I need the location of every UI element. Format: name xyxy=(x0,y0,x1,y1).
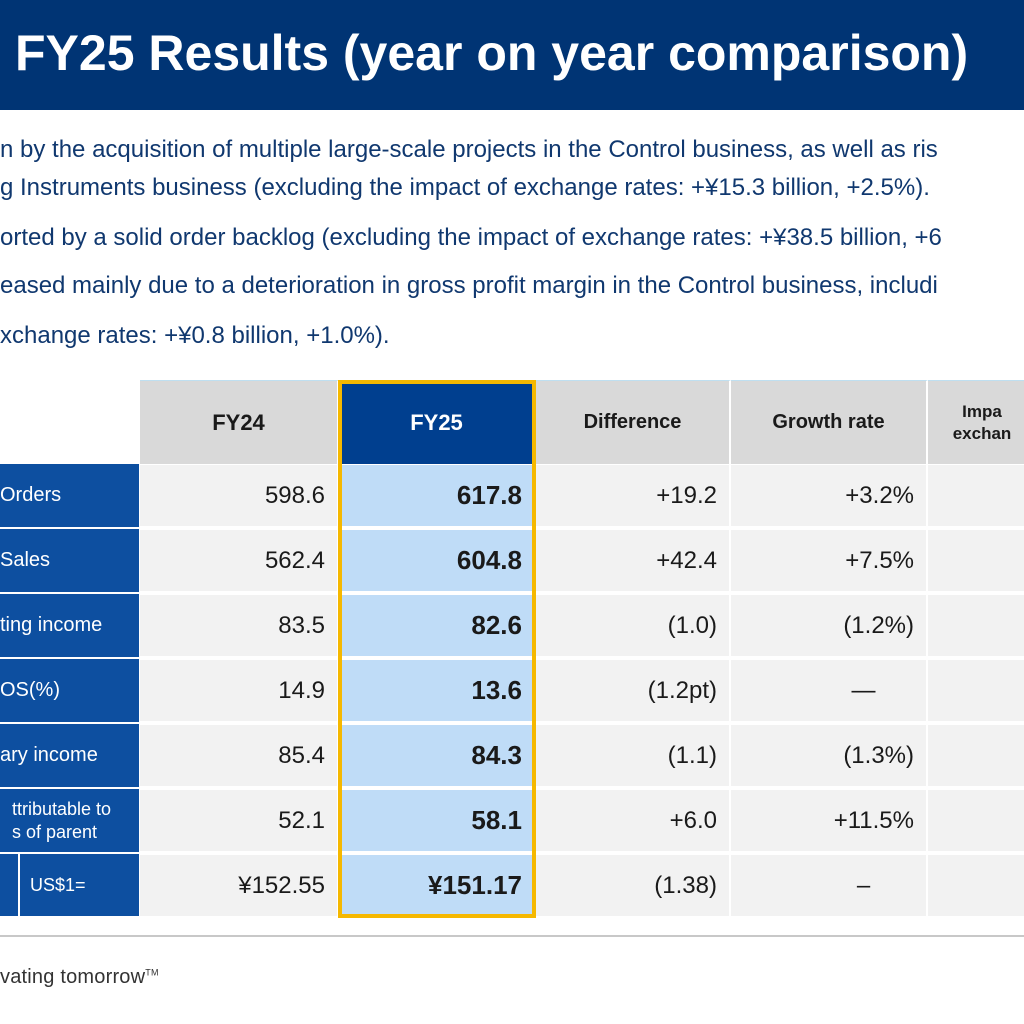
header-difference: Difference xyxy=(536,380,731,464)
trademark-mark: TM xyxy=(145,967,159,978)
cell-fy24: ¥152.55 xyxy=(140,855,339,918)
cell-difference: +19.2 xyxy=(536,465,731,528)
row-label-ordinary-income: ary income xyxy=(0,724,139,789)
page-title: FY25 Results (year on year comparison) xyxy=(15,25,969,81)
cell-growth: – xyxy=(731,855,928,918)
cell-fy24: 52.1 xyxy=(140,790,339,853)
cell-growth: — xyxy=(731,660,928,723)
cell-impact xyxy=(928,790,1024,853)
cell-fy24: 562.4 xyxy=(140,530,339,593)
results-table: FY24 FY25 Difference Growth rate Impa ex… xyxy=(0,380,1024,918)
header-fy24: FY24 xyxy=(140,380,339,464)
row-label-net-income: ttributable to s of parent xyxy=(0,789,139,854)
cell-impact xyxy=(928,660,1024,723)
cell-difference: (1.2pt) xyxy=(536,660,731,723)
bullet-line-3: orted by a solid order backlog (excludin… xyxy=(0,224,942,251)
row-label-ros: OS(%) xyxy=(0,659,139,724)
header-growth-rate: Growth rate xyxy=(731,380,928,464)
cell-impact xyxy=(928,465,1024,528)
cell-growth: +11.5% xyxy=(731,790,928,853)
bullet-line-2: g Instruments business (excluding the im… xyxy=(0,174,930,201)
footer-tagline-text: vating tomorrow xyxy=(0,966,146,988)
cell-fy25: 84.3 xyxy=(339,725,536,788)
row-label-operating-income: ting income xyxy=(0,594,139,659)
bullet-line-5: xchange rates: +¥0.8 billion, +1.0%). xyxy=(0,322,390,349)
cell-impact xyxy=(928,855,1024,918)
row-label-net-income-line1: ttributable to xyxy=(12,799,112,819)
row-label-sales: Sales xyxy=(0,529,139,594)
bullet-line-4: eased mainly due to a deterioration in g… xyxy=(0,272,938,299)
header-impact: Impa exchan xyxy=(928,380,1024,464)
cell-difference: (1.1) xyxy=(536,725,731,788)
cell-fy24: 14.9 xyxy=(140,660,339,723)
cell-impact xyxy=(928,595,1024,658)
footer-divider xyxy=(0,935,1024,937)
cell-fy25: 58.1 xyxy=(339,790,536,853)
cell-fy24: 85.4 xyxy=(140,725,339,788)
cell-difference: (1.38) xyxy=(536,855,731,918)
cell-fy25: 604.8 xyxy=(339,530,536,593)
cell-difference: (1.0) xyxy=(536,595,731,658)
cell-fy25: 617.8 xyxy=(339,465,536,528)
header-impact-line2: exchan xyxy=(952,424,1012,443)
row-label-divider xyxy=(18,854,20,918)
cell-fy25: ¥151.17 xyxy=(339,855,536,918)
header-fy25: FY25 xyxy=(339,380,536,464)
cell-fy24: 83.5 xyxy=(140,595,339,658)
cell-growth: (1.3%) xyxy=(731,725,928,788)
title-bar: FY25 Results (year on year comparison) xyxy=(0,0,1024,110)
bullet-line-1: n by the acquisition of multiple large-s… xyxy=(0,136,938,163)
cell-impact xyxy=(928,530,1024,593)
cell-growth: (1.2%) xyxy=(731,595,928,658)
row-label-net-income-line2: s of parent xyxy=(12,822,98,842)
cell-growth: +3.2% xyxy=(731,465,928,528)
row-label-orders: Orders xyxy=(0,464,139,529)
footer-tagline: vating tomorrowTM xyxy=(0,966,159,989)
header-impact-line1: Impa xyxy=(962,402,1002,421)
cell-fy25: 82.6 xyxy=(339,595,536,658)
cell-impact xyxy=(928,725,1024,788)
cell-growth: +7.5% xyxy=(731,530,928,593)
cell-difference: +42.4 xyxy=(536,530,731,593)
row-label-exchange-rate: US$1= xyxy=(0,854,139,918)
cell-fy24: 598.6 xyxy=(140,465,339,528)
cell-fy25: 13.6 xyxy=(339,660,536,723)
cell-difference: +6.0 xyxy=(536,790,731,853)
